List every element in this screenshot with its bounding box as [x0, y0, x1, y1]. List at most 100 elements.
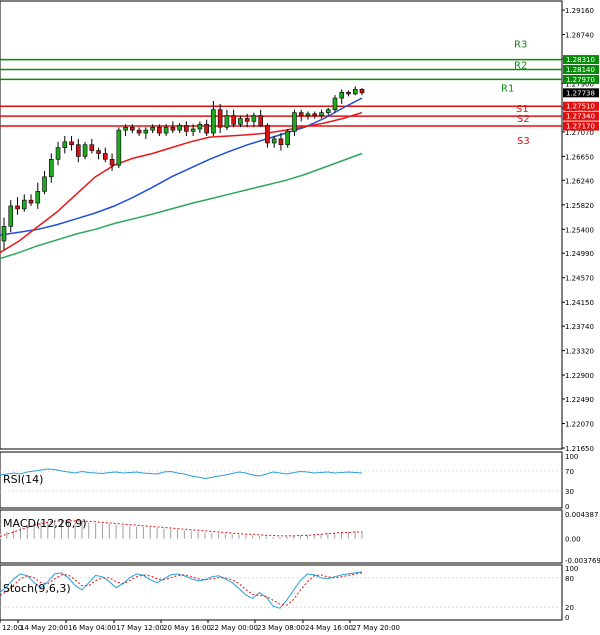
candle: [35, 182, 41, 209]
candle-body-up: [116, 129, 122, 166]
candle-body-down: [157, 126, 162, 134]
candle: [8, 200, 14, 233]
candle-body-down: [217, 109, 223, 128]
candle-body-down: [89, 144, 95, 151]
candle: [265, 123, 270, 148]
candle-body-down: [136, 129, 142, 134]
candle: [184, 121, 189, 136]
candle-body-down: [130, 126, 135, 131]
candle-body-up: [305, 113, 311, 116]
time-tick-label: 24 May 16:00: [305, 624, 353, 632]
stoch-tick-label: 0: [565, 614, 569, 622]
candle: [292, 109, 297, 136]
candle-body-down: [96, 150, 101, 154]
candle-body-down: [69, 141, 74, 146]
candle-body-down: [170, 126, 176, 131]
candle-body-up: [62, 141, 68, 148]
candle-body-up: [211, 109, 216, 134]
candle-body-up: [292, 112, 297, 132]
candle-body-down: [278, 138, 284, 146]
stoch-tick-label: 100: [565, 565, 578, 573]
price-tick-label: 1.26240: [565, 177, 594, 185]
candle: [103, 147, 108, 163]
stoch-panel: [0, 564, 563, 621]
candle-body-down: [28, 199, 34, 204]
level-price-tag-text: 1.27510: [566, 103, 595, 111]
candle-body-down: [265, 125, 270, 144]
candle: [238, 115, 243, 128]
level-label-r1: R1: [501, 83, 514, 94]
candle-body-down: [184, 125, 189, 132]
rsi-tick-label: 30: [565, 488, 574, 496]
macd-tick-label: -0.003769: [565, 557, 600, 565]
candle: [285, 128, 290, 148]
candle-body-up: [285, 131, 290, 146]
candle-body-up: [42, 176, 47, 192]
rsi-tick-label: 70: [565, 468, 574, 476]
candle-body-up: [332, 97, 338, 111]
price-tick-label: 1.24150: [565, 299, 594, 307]
stoch-k-line: [0, 571, 363, 609]
candle: [352, 86, 358, 96]
stoch-title: Stoch(9,6,3): [3, 582, 71, 595]
price-tick-label: 1.24990: [565, 250, 594, 258]
candle: [150, 124, 155, 134]
price-tick-label: 1.26650: [565, 153, 594, 161]
candle-body-up: [21, 199, 27, 210]
time-tick-label: 16 May 04:00: [68, 624, 116, 632]
level-price-tag-text: 1.27340: [566, 113, 595, 121]
main-price-panel: [0, 0, 563, 450]
time-tick-label: 12:00: [2, 624, 22, 632]
candle: [332, 95, 338, 113]
price-tick-label: 1.29160: [565, 7, 594, 15]
candle: [62, 135, 68, 154]
candle-body-down: [103, 153, 108, 160]
candle: [48, 153, 54, 183]
price-tick-label: 1.22900: [565, 372, 594, 380]
candle-body-down: [76, 144, 81, 157]
macd-tick-label: 0.00: [565, 536, 581, 544]
candle: [1, 217, 7, 250]
candle-body-down: [258, 115, 263, 126]
candle: [130, 124, 135, 134]
level-price-tag: [563, 74, 599, 84]
stoch-tick-label: 20: [565, 604, 574, 612]
candle: [136, 127, 142, 136]
price-tick-label: 1.28740: [565, 31, 594, 39]
price-tick-label: 1.24570: [565, 275, 594, 283]
time-tick-label: 27 May 20:00: [352, 624, 400, 632]
candle-body-up: [177, 125, 182, 131]
candle: [211, 100, 216, 136]
candle: [116, 127, 122, 169]
candle: [82, 141, 88, 160]
candle-body-down: [231, 115, 236, 125]
candle: [190, 124, 196, 136]
level-price-tag: [563, 55, 599, 65]
rsi-tick-label: 0: [565, 503, 569, 511]
time-tick-label: 23 May 08:00: [257, 624, 305, 632]
level-price-tag: [563, 64, 599, 74]
macd-panel: [0, 509, 563, 564]
price-tick-label: 1.27070: [565, 129, 594, 137]
level-price-tag: [563, 111, 599, 121]
candle: [224, 109, 230, 131]
candle: [197, 121, 203, 134]
candle-body-down: [359, 89, 365, 94]
candle: [251, 112, 257, 128]
candle-body-down: [204, 124, 209, 134]
ma-mid-blue-line: [0, 97, 363, 236]
candle: [157, 124, 162, 136]
candle-body-up: [48, 159, 54, 178]
candle: [170, 121, 176, 134]
current-price-tag: [563, 88, 599, 98]
candle: [271, 135, 277, 148]
level-label-r2: R2: [514, 60, 527, 71]
candle-body-up: [1, 226, 7, 242]
candle: [339, 89, 345, 104]
candle: [346, 90, 351, 97]
price-tick-label: 1.25400: [565, 226, 594, 234]
time-tick-label: 20 May 16:00: [163, 624, 211, 632]
candle: [123, 124, 128, 136]
candle-body-up: [82, 144, 88, 157]
